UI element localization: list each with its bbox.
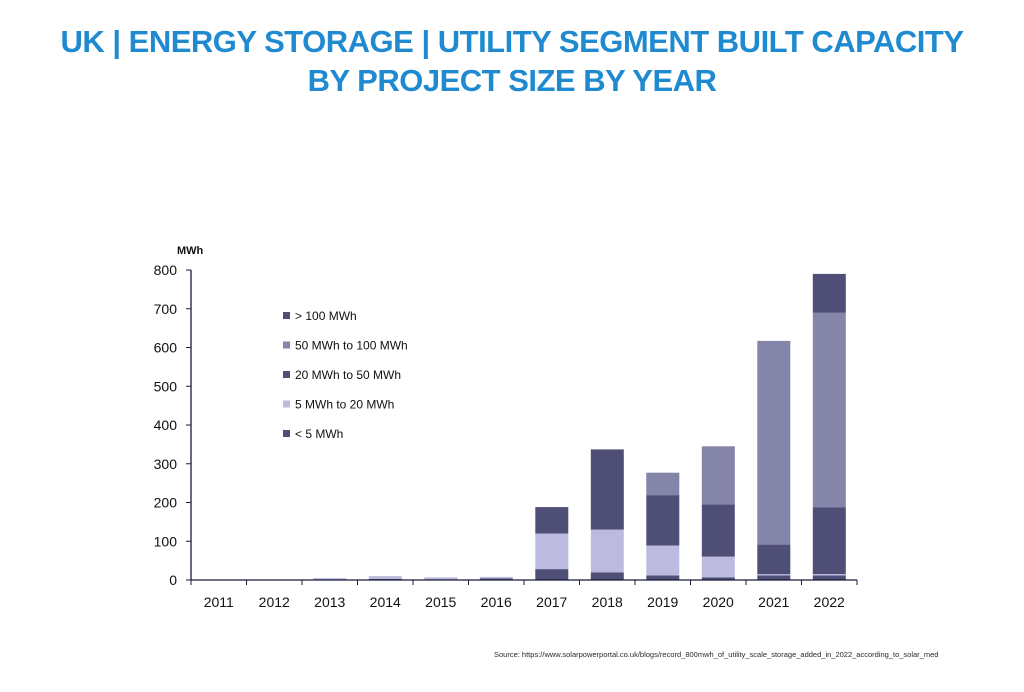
source-note: Source: https://www.solarpowerportal.co.… — [494, 650, 939, 659]
bar-2022-series-0 — [812, 575, 846, 580]
y-axis-label: MWh — [177, 245, 204, 257]
bar-2018-series-0 — [590, 572, 624, 581]
legend-label-2: 20 MWh to 50 MWh — [295, 368, 401, 382]
legend-label-4: < 5 MWh — [295, 427, 343, 441]
x-tick-label-2014: 2014 — [370, 594, 401, 610]
x-tick-label-2018: 2018 — [592, 594, 623, 610]
x-tick-label-2021: 2021 — [758, 594, 789, 610]
legend-swatch-0 — [283, 312, 290, 319]
bar-2019-series-2 — [646, 495, 680, 546]
bar-2021-series-2 — [757, 544, 791, 575]
y-tick-label-200: 200 — [154, 495, 178, 511]
y-tick-label-300: 300 — [154, 456, 178, 472]
y-tick-label-800: 800 — [154, 262, 178, 278]
bar-2020-series-3 — [701, 446, 735, 505]
bar-2021-series-3 — [757, 340, 791, 545]
legend-label-3: 5 MWh to 20 MWh — [295, 398, 394, 412]
x-tick-label-2017: 2017 — [536, 594, 567, 610]
bar-2018-series-2 — [590, 449, 624, 530]
bar-2017-series-0 — [535, 569, 569, 580]
x-tick-label-2022: 2022 — [814, 594, 845, 610]
x-tick-label-2015: 2015 — [425, 594, 456, 610]
bar-2020-series-0 — [701, 577, 735, 580]
legend-label-0: > 100 MWh — [295, 309, 357, 323]
legend-swatch-3 — [283, 400, 290, 408]
bar-2013-series-1 — [313, 578, 347, 580]
legend-swatch-4 — [283, 430, 290, 437]
bar-2020-series-2 — [701, 504, 735, 557]
x-tick-label-2013: 2013 — [314, 594, 345, 610]
chart-title: UK | ENERGY STORAGE | UTILITY SEGMENT BU… — [0, 22, 1024, 100]
x-tick-label-2020: 2020 — [703, 594, 734, 610]
bar-2017-series-2 — [535, 507, 569, 534]
bar-2019-series-3 — [646, 472, 680, 496]
x-tick-label-2012: 2012 — [259, 594, 290, 610]
bar-2021-series-0 — [757, 575, 791, 580]
bar-2022-series-1 — [812, 574, 846, 576]
bar-2021-series-1 — [757, 574, 791, 576]
bar-2017-series-1 — [535, 533, 569, 570]
bar-2015-series-1 — [424, 577, 458, 580]
y-tick-label-700: 700 — [154, 301, 178, 317]
legend-swatch-2 — [283, 371, 290, 378]
legend-label-1: 50 MWh to 100 MWh — [295, 339, 408, 353]
bar-2016-series-0 — [479, 578, 513, 580]
y-tick-label-100: 100 — [154, 533, 178, 549]
y-tick-label-400: 400 — [154, 417, 178, 433]
bar-2022-series-3 — [812, 312, 846, 508]
bar-2014-series-1 — [368, 576, 402, 579]
chart-title-line-2: BY PROJECT SIZE BY YEAR — [307, 63, 717, 98]
bar-2022-series-2 — [812, 507, 846, 575]
legend-swatch-1 — [283, 341, 290, 349]
bar-2019-series-0 — [646, 575, 680, 580]
x-tick-label-2011: 2011 — [204, 594, 234, 610]
bar-2018-series-1 — [590, 529, 624, 573]
x-tick-label-2019: 2019 — [647, 594, 678, 610]
chart-title-line-1: UK | ENERGY STORAGE | UTILITY SEGMENT BU… — [60, 24, 964, 59]
y-tick-label-0: 0 — [169, 572, 177, 588]
bar-2022-series-4 — [812, 273, 846, 313]
y-tick-label-500: 500 — [154, 378, 178, 394]
x-tick-label-2016: 2016 — [481, 594, 512, 610]
bar-2020-series-1 — [701, 556, 735, 578]
bar-2019-series-1 — [646, 545, 680, 576]
bar-2016-series-1 — [479, 576, 513, 579]
y-tick-label-600: 600 — [154, 340, 178, 356]
